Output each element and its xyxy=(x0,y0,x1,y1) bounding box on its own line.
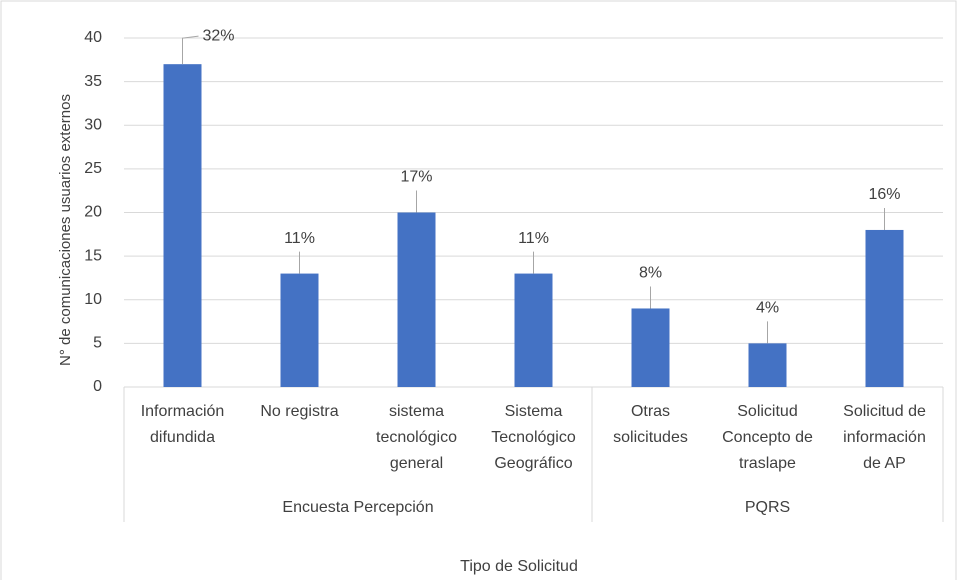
y-tick-label: 35 xyxy=(84,73,102,90)
x-tick-label: Información xyxy=(141,403,225,420)
y-tick-label: 5 xyxy=(93,335,102,352)
x-tick-label: de AP xyxy=(863,455,906,472)
bar xyxy=(280,273,319,387)
x-tick-label: sistema xyxy=(389,403,444,420)
x-tick-label: solicitudes xyxy=(613,429,688,446)
share-label: 32% xyxy=(203,27,235,44)
x-axis-title: Tipo de Solicitud xyxy=(460,558,578,575)
share-label: 8% xyxy=(639,265,662,282)
bar xyxy=(397,212,436,387)
x-tick-label: No registra xyxy=(260,403,338,420)
y-tick-label: 20 xyxy=(84,204,102,221)
x-tick-label: Tecnológico xyxy=(491,429,576,446)
share-label: 11% xyxy=(284,230,315,247)
share-label: 16% xyxy=(868,186,900,203)
x-tick-label: Solicitud de xyxy=(843,403,926,420)
x-tick-label: Otras xyxy=(631,403,670,420)
x-tick-label: difundida xyxy=(150,429,215,446)
y-tick-label: 10 xyxy=(84,291,102,308)
x-tick-label: Concepto de xyxy=(722,429,813,446)
bar xyxy=(748,343,787,387)
leader-line xyxy=(182,35,199,65)
x-tick-label: traslape xyxy=(739,455,796,472)
x-tick-label: información xyxy=(843,429,926,446)
x-tick-label: general xyxy=(390,455,443,472)
share-label: 17% xyxy=(400,169,432,186)
share-label: 11% xyxy=(518,230,549,247)
bar xyxy=(865,229,904,387)
x-tick-label: Solicitud xyxy=(737,403,797,420)
group-label: Encuesta Percepción xyxy=(282,499,433,516)
x-tick-label: Geográfico xyxy=(494,455,572,472)
y-tick-label: 30 xyxy=(84,116,102,133)
x-tick-label: Sistema xyxy=(505,403,563,420)
y-tick-label: 25 xyxy=(84,160,102,177)
y-axis-title: N° de comunicaciones usuarios externos xyxy=(57,94,74,366)
bar xyxy=(631,308,670,387)
y-tick-label: 40 xyxy=(84,29,102,46)
group-label: PQRS xyxy=(745,499,790,516)
y-tick-label: 0 xyxy=(93,378,102,395)
share-label: 4% xyxy=(756,300,779,317)
y-tick-label: 15 xyxy=(84,247,102,264)
bar xyxy=(514,273,553,387)
x-tick-label: tecnológico xyxy=(376,429,457,446)
bar xyxy=(163,64,202,388)
